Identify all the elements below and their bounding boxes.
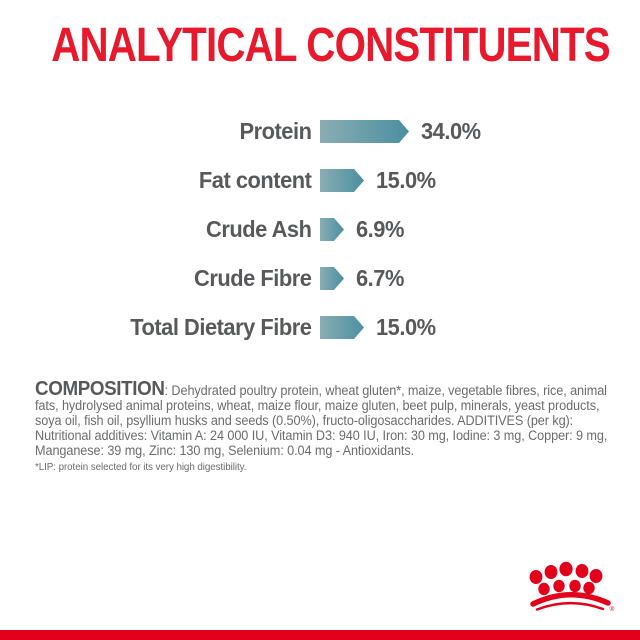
chart-bar — [320, 218, 344, 241]
crown-dots — [529, 561, 603, 596]
chart-bar — [320, 120, 409, 143]
royal-canin-crown-logo: ® — [529, 561, 615, 613]
chart-category-label: Crude Fibre — [194, 265, 312, 291]
chart-value-label: 34.0% — [421, 118, 481, 144]
chart-category-label: Fat content — [198, 167, 312, 193]
chart-row: Crude Ash 6.9% — [0, 205, 640, 254]
composition-paragraph: COMPOSITION: Dehydrated poultry protein,… — [35, 379, 610, 458]
registered-trademark-icon: ® — [610, 605, 615, 613]
analytical-chart: Protein 34.0% Fat content 15.0% Crude Ash 6.9… — [0, 107, 640, 352]
chart-row: Fat content 15.0% — [0, 156, 640, 205]
crown-base-underline — [535, 601, 605, 611]
composition-body: : Dehydrated poultry protein, wheat glut… — [35, 383, 608, 458]
chart-row: Crude Fibre 6.7% — [0, 254, 640, 303]
chart-row: Total Dietary Fibre 15.0% — [0, 303, 640, 352]
chart-value-label: 6.7% — [356, 265, 404, 291]
chart-value-label: 6.9% — [356, 216, 404, 242]
chart-value-label: 15.0% — [376, 167, 436, 193]
chart-bar — [320, 267, 344, 290]
brand-bottom-bar — [0, 630, 640, 640]
chart-category-label: Crude Ash — [206, 216, 312, 242]
chart-category-label: Protein — [239, 118, 312, 144]
chart-category-label: Total Dietary Fibre — [130, 314, 312, 340]
chart-bar — [320, 169, 364, 192]
chart-row: Protein 34.0% — [0, 107, 640, 156]
chart-bar — [320, 316, 364, 339]
composition-heading: COMPOSITION — [35, 378, 165, 400]
chart-value-label: 15.0% — [376, 314, 436, 340]
crown-base-arc — [530, 592, 611, 607]
composition-section: COMPOSITION: Dehydrated poultry protein,… — [35, 379, 610, 473]
page-title: ANALYTICAL CONSTITUENTS — [51, 19, 610, 72]
lip-footnote: *LIP: protein selected for its very high… — [35, 461, 247, 473]
